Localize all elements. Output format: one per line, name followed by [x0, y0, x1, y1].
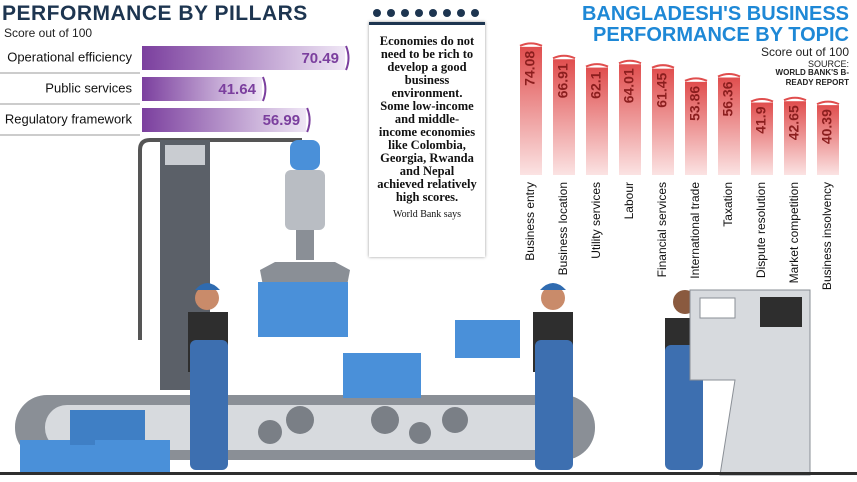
category-label: Taxation	[721, 182, 735, 227]
category-label: Operational efficiency	[7, 49, 132, 64]
category-label: Regulatory framework	[5, 111, 133, 126]
bar	[142, 108, 307, 132]
category-label: Business location	[556, 182, 570, 275]
chart-subtitle: Score out of 100	[760, 45, 849, 59]
category-label: Business entry	[523, 182, 537, 261]
source-label: SOURCE:	[807, 59, 849, 69]
category-label: Dispute resolution	[754, 182, 768, 278]
value-label: 61.45	[654, 72, 670, 107]
value-label: 53.86	[687, 86, 703, 121]
value-label: 42.65	[786, 105, 802, 140]
bar	[619, 64, 641, 175]
category-label: Financial services	[655, 182, 669, 277]
bracket	[684, 77, 708, 82]
bracket	[585, 63, 609, 68]
bar	[751, 102, 773, 175]
value-label: 41.9	[753, 106, 769, 133]
value-label: 56.36	[720, 81, 736, 116]
note-text: Economies do not need to be rich to deve…	[377, 34, 477, 204]
bracket	[717, 72, 741, 78]
bracket	[306, 107, 311, 133]
value-label: 74.08	[522, 51, 538, 86]
category-label: Labour	[622, 182, 636, 219]
bar	[784, 101, 806, 175]
category-label: Public services	[45, 80, 132, 95]
category-label: Business insolvency	[820, 182, 834, 290]
bar	[142, 46, 346, 70]
bracket	[519, 42, 543, 47]
category-label: Utility services	[589, 182, 603, 259]
value-label: 56.99	[263, 112, 301, 129]
bracket	[261, 76, 267, 102]
bar	[718, 77, 740, 175]
chart-title: PERFORMANCE BY PILLARS	[2, 2, 308, 25]
category-label: International trade	[688, 182, 702, 279]
bar	[553, 59, 575, 176]
bracket	[651, 64, 675, 69]
bar	[685, 81, 707, 175]
chart-title: BANGLADESH'S BUSINESS PERFORMANCE BY TOP…	[581, 3, 849, 46]
note-card: Economies do not need to be rich to deve…	[369, 22, 485, 257]
bar	[520, 46, 542, 175]
chart-subtitle: Score out of 100	[4, 26, 93, 40]
note-attribution: World Bank says	[392, 209, 462, 220]
illustration	[0, 138, 857, 476]
value-label: 70.49	[301, 50, 339, 67]
bracket	[618, 59, 642, 65]
bar	[142, 77, 262, 101]
category-label: Market competition	[787, 182, 801, 283]
bar	[652, 68, 674, 175]
value-label: 64.01	[621, 68, 637, 103]
value-label: 41.64	[218, 81, 256, 98]
value-label: 62.1	[588, 71, 604, 98]
value-label: 40.39	[819, 109, 835, 144]
bracket	[345, 45, 350, 71]
bracket	[552, 54, 576, 60]
bar	[586, 67, 608, 175]
note-rings	[373, 9, 479, 17]
bracket	[816, 100, 840, 106]
bracket	[750, 98, 774, 103]
value-label: 66.91	[555, 63, 571, 98]
bar	[817, 105, 839, 175]
bracket	[783, 96, 807, 102]
source: WORLD BANK'S B-READY REPORT	[775, 68, 849, 87]
